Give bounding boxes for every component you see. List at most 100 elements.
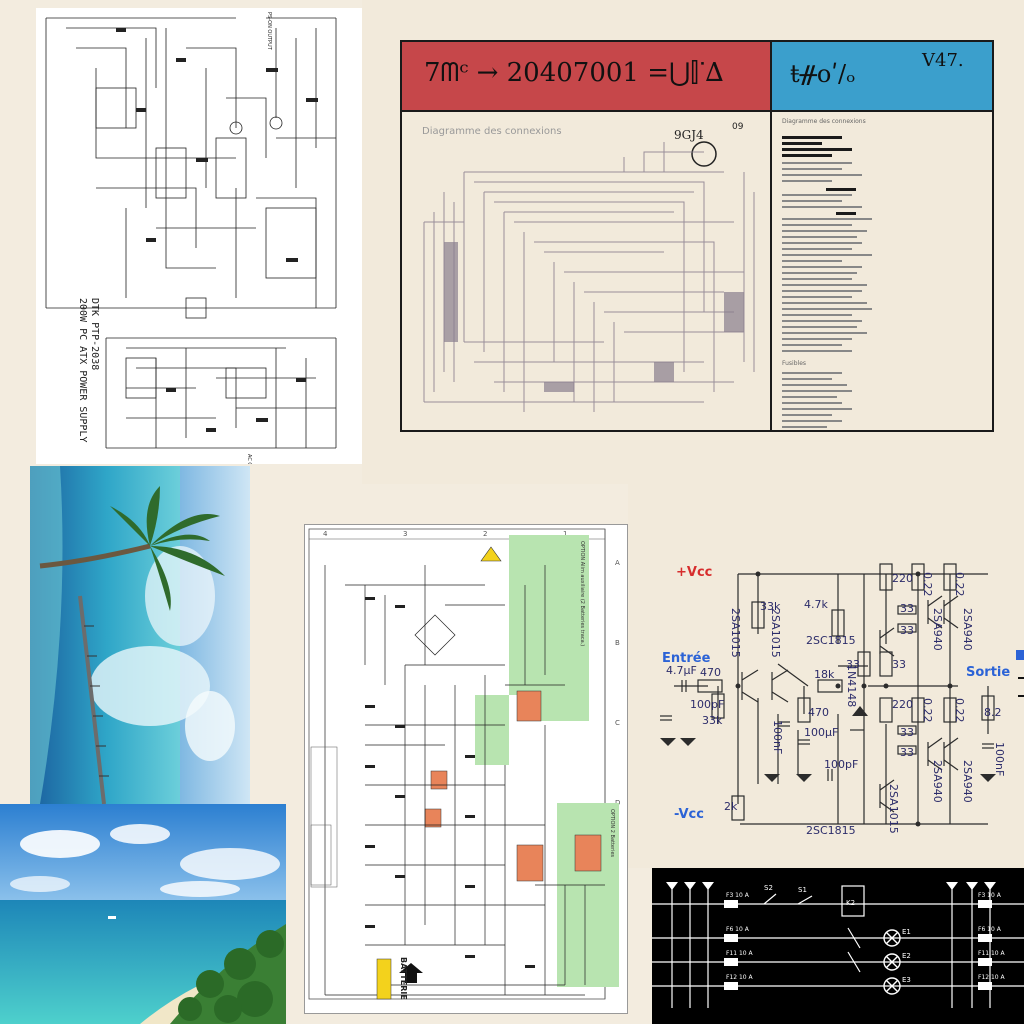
label-q-out-4: 2SA940	[961, 760, 974, 803]
grid-row-b: B	[615, 639, 620, 647]
beach-photo-island-image	[0, 804, 286, 1024]
grid-col-2: 2	[483, 530, 487, 538]
psu-title-line-2: DTK PTP-2038	[89, 298, 100, 370]
label-r-33-f: 33	[900, 746, 914, 759]
title-block	[310, 746, 338, 888]
label-c-100uf: 100µF	[804, 726, 838, 739]
psu-schematic: 200W PC ATX POWER SUPPLY DTK PTP-2038 PS…	[36, 8, 362, 464]
label-r-47k: 4.7k	[804, 598, 828, 611]
label-c-filter: 100pF	[690, 698, 724, 711]
ic-regulator-1	[516, 690, 542, 722]
version-label: V47.	[922, 50, 964, 71]
fuse-relay-drawing: F3 10 A F6 10 A F11 10 A F12 10 A F3 10 …	[652, 882, 1024, 1008]
grid-col-3: 3	[403, 530, 407, 538]
ic-controller-2	[574, 834, 602, 872]
output-label: Sortie	[966, 665, 1010, 680]
output-marker	[1016, 650, 1024, 660]
lamp-e3-label: E3	[902, 976, 911, 984]
ic-regulator-2	[430, 770, 448, 790]
connection-sheet-panel: 7ᗰᶜ → 20407001 =⋃⫿ᐝ∆ ŧᚌoʹ/ₒ V47. Diagram…	[362, 0, 1024, 484]
option-batteries-zone	[557, 803, 619, 987]
annotation-2: 09	[732, 122, 744, 132]
label-r-022-a: 0.22	[921, 572, 934, 597]
label-r-82: 8.2	[984, 706, 1002, 719]
diagram-title: Diagramme des connexions	[422, 126, 562, 137]
battery-warning-box	[376, 958, 392, 1000]
label-q2: 2SA1015	[769, 608, 782, 658]
label-c-100nf-b: 100nF	[993, 742, 1006, 776]
label-r-220-a: 220	[892, 572, 913, 585]
label-r-022-c: 0.22	[921, 698, 934, 723]
label-r-2k: 2k	[724, 800, 738, 813]
charger-schematic: 4 3 2 1 A B C D E F OPTION Alim auxiliai…	[304, 524, 628, 1014]
label-r-022-b: 0.22	[953, 572, 966, 597]
label-r-33-b: 33	[900, 624, 914, 637]
label-c-in: 4.7µF	[666, 664, 697, 677]
label-q-out-3: 2SA940	[931, 760, 944, 803]
label-r-33k-b: 33k	[702, 714, 723, 727]
label-q5: 2SA1015	[887, 784, 900, 834]
label-r-022-d: 0.22	[953, 698, 966, 723]
grid-row-c: C	[615, 719, 620, 727]
fuse-label-8: F12 10 A	[978, 974, 1006, 981]
label-r-220-b: 220	[892, 698, 913, 711]
header-right-handwritten: ŧᚌoʹ/ₒ	[790, 60, 856, 88]
fuse-label-6: F6 10 A	[978, 926, 1002, 933]
label-r-in: 470	[700, 666, 721, 679]
fuse-label-3: F11 10 A	[726, 950, 754, 957]
label-q1: 2SA1015	[729, 608, 742, 658]
label-r-33-a: 33	[900, 602, 914, 615]
lamp-e2-label: E2	[902, 952, 911, 960]
option-aux-label: OPTION Alim auxiliaire (2 Batteries trac…	[579, 541, 585, 646]
relay-k2-label: K2	[846, 899, 855, 907]
psu-bottom-label: AC OUTPUT	[246, 454, 252, 464]
fuse-label-1: F3 10 A	[726, 892, 750, 899]
psu-schematic-drawing: 200W PC ATX POWER SUPPLY DTK PTP-2038 PS…	[45, 12, 337, 464]
header-blue-block: ŧᚌoʹ/ₒ V47.	[772, 42, 992, 112]
label-q3: 2SC1815	[806, 634, 856, 647]
amplifier-schematic: +Vcc -Vcc Entrée Sortie 4.7µF 470 100pF …	[660, 563, 1024, 837]
legend-title: Diagramme des connexions	[782, 118, 866, 125]
ic-controller-1	[516, 844, 544, 882]
fuse-label-5: F3 10 A	[978, 892, 1002, 899]
grid-col-4: 4	[323, 530, 328, 538]
beach-photo-palm-image	[0, 466, 280, 804]
switch-s1-label: S1	[798, 886, 807, 894]
arrow-down-icon	[399, 963, 423, 983]
label-c-100pf: 100pF	[824, 758, 858, 771]
charger-schematic-drawing: 4 3 2 1 A B C D E F OPTION Alim auxiliai…	[308, 528, 620, 1000]
annotation-circle	[691, 141, 717, 167]
connection-sheet-frame: 7ᗰᶜ → 20407001 =⋃⫿ᐝ∆ ŧᚌoʹ/ₒ V47. Diagram…	[400, 40, 994, 432]
vcc-positive-label: +Vcc	[676, 565, 712, 580]
fuse-relay-schematic: F3 10 A F6 10 A F11 10 A F12 10 A F3 10 …	[652, 868, 1024, 1024]
input-label: Entrée	[662, 651, 711, 666]
label-r-33k-a: 33k	[760, 600, 781, 613]
label-c-100nf-a: 100nF	[771, 720, 784, 754]
label-diode: 1N4148	[845, 664, 858, 707]
label-q4: 2SC1815	[806, 824, 856, 837]
label-q-out-2: 2SA940	[961, 608, 974, 651]
label-q-out-1: 2SA940	[931, 608, 944, 651]
label-r-33-c: 33	[846, 658, 860, 671]
header-red-block: 7ᗰᶜ → 20407001 =⋃⫿ᐝ∆	[402, 42, 772, 112]
annotation-1: 9GJ4	[674, 128, 704, 142]
fuse-label-2: F6 10 A	[726, 926, 750, 933]
psu-top-label: PS-ON OUTPUT	[266, 12, 272, 51]
beach-photo-palm	[0, 466, 280, 804]
wiring-diagram	[423, 141, 755, 412]
label-r-33-d: 33	[892, 658, 906, 671]
option-aux-zone	[475, 535, 589, 765]
fuse-label-7: F11 10 A	[978, 950, 1006, 957]
label-r-33-e: 33	[900, 726, 914, 739]
grid-row-a: A	[615, 559, 620, 567]
header-left-handwritten: 7ᗰᶜ → 20407001 =⋃⫿ᐝ∆	[424, 58, 724, 88]
battery-label: BATTERIE	[399, 957, 408, 1000]
warning-icon	[480, 546, 502, 562]
vertical-divider	[770, 112, 772, 432]
option-batteries-label: OPTION 2 Batteries	[609, 809, 615, 858]
vcc-negative-label: -Vcc	[674, 807, 704, 822]
switch-s2-label: S2	[764, 884, 773, 892]
fuse-label-4: F12 10 A	[726, 974, 754, 981]
legend-list	[782, 136, 872, 428]
beach-photo-island	[0, 804, 286, 1024]
